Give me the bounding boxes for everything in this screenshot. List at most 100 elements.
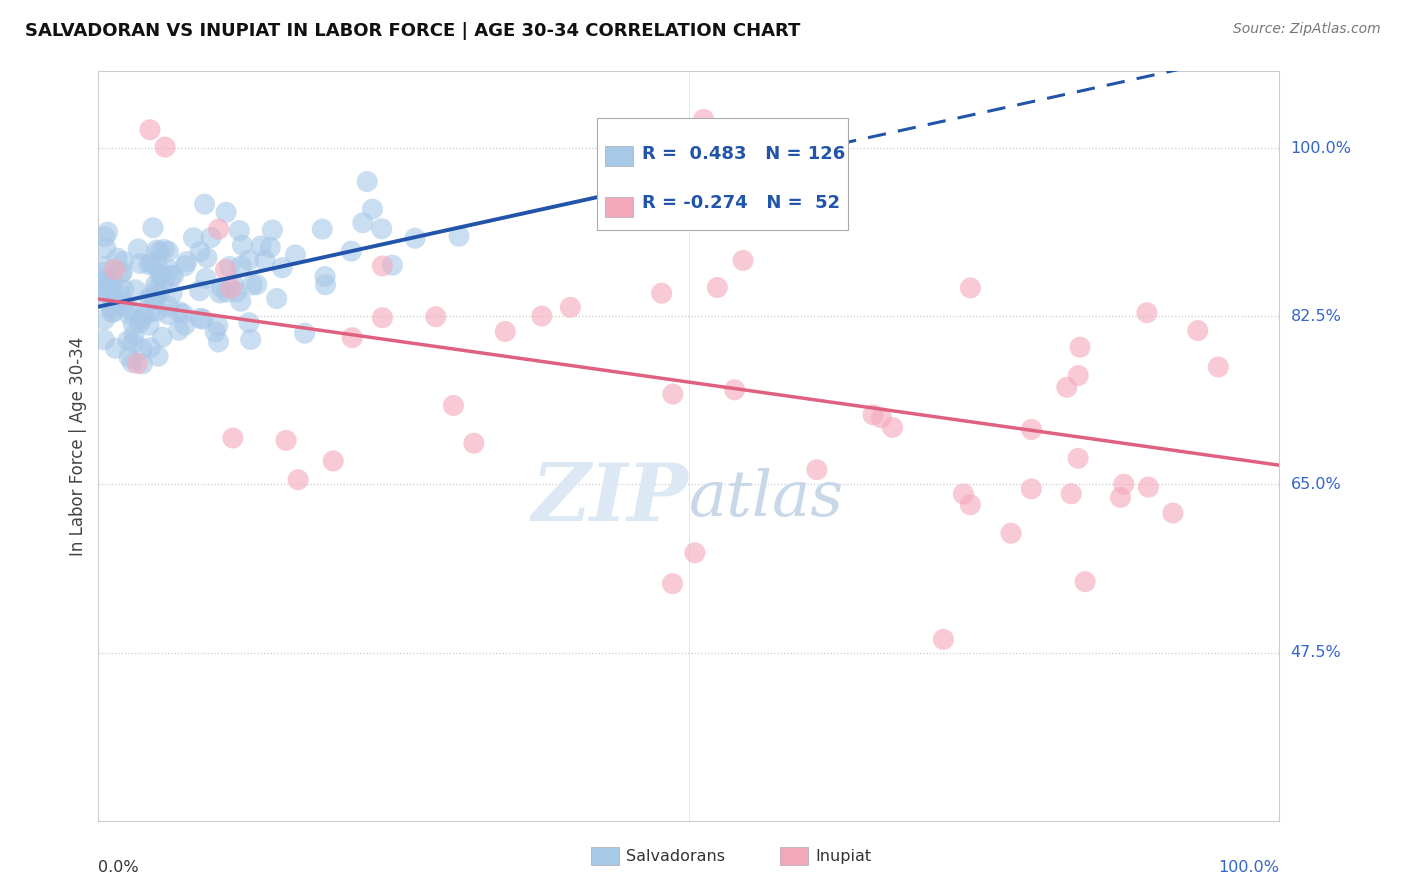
Point (1021, 482, 1043, 496)
Text: Source: ZipAtlas.com: Source: ZipAtlas.com (1233, 22, 1381, 37)
Point (129, 256, 152, 270)
Point (122, 317, 145, 331)
Point (723, 383, 745, 397)
Point (112, 298, 135, 312)
Point (441, 399, 464, 413)
Point (131, 311, 153, 326)
Text: 65.0%: 65.0% (1291, 477, 1341, 491)
Point (108, 287, 131, 301)
Point (371, 259, 394, 273)
Point (1074, 574, 1097, 589)
Point (870, 410, 893, 425)
Point (157, 244, 180, 259)
Point (862, 408, 884, 422)
Point (138, 258, 160, 272)
Point (100, 271, 122, 285)
Point (1109, 491, 1132, 505)
Point (145, 282, 167, 296)
Point (425, 310, 447, 324)
Point (94, 229, 117, 244)
Point (194, 197, 217, 211)
Point (1137, 480, 1160, 494)
Point (149, 268, 172, 283)
Point (959, 281, 981, 295)
Point (932, 632, 955, 647)
Point (1067, 368, 1090, 383)
Point (240, 278, 263, 293)
Point (105, 251, 128, 265)
Point (94, 241, 117, 255)
Point (111, 265, 134, 279)
Point (101, 281, 124, 295)
Point (463, 436, 485, 450)
Text: 82.5%: 82.5% (1291, 309, 1341, 324)
Point (100, 300, 122, 314)
Point (314, 269, 336, 284)
Point (731, 253, 754, 268)
Point (218, 260, 240, 274)
Point (404, 231, 426, 245)
Point (160, 268, 183, 283)
Point (93, 333, 115, 347)
Point (101, 305, 124, 319)
Point (238, 253, 260, 268)
Point (112, 283, 135, 297)
Point (692, 112, 714, 127)
Text: 0.0%: 0.0% (98, 860, 139, 874)
Point (208, 222, 231, 236)
Point (661, 576, 683, 591)
Point (146, 304, 169, 318)
Point (1060, 487, 1083, 501)
Point (93, 277, 115, 291)
Point (1021, 423, 1043, 437)
Point (121, 355, 143, 369)
Text: ZIP: ZIP (531, 459, 689, 537)
Point (352, 216, 374, 230)
Point (188, 284, 211, 298)
Point (145, 243, 167, 257)
Point (259, 240, 281, 254)
Point (139, 122, 162, 136)
Point (139, 305, 162, 319)
Point (222, 277, 245, 292)
Point (1069, 340, 1091, 354)
Point (370, 221, 392, 235)
Point (1000, 526, 1022, 541)
Text: 100.0%: 100.0% (1219, 860, 1279, 874)
Point (157, 299, 180, 313)
Point (662, 387, 685, 401)
Point (127, 242, 149, 256)
Point (143, 293, 166, 307)
Point (231, 259, 253, 273)
Point (1056, 380, 1078, 394)
Y-axis label: In Labor Force | Age 30-34: In Labor Force | Age 30-34 (69, 336, 87, 556)
Point (262, 223, 284, 237)
Point (204, 325, 226, 339)
Point (361, 202, 384, 216)
Point (97, 225, 120, 239)
Point (93, 265, 115, 279)
Point (959, 498, 981, 512)
Point (222, 431, 245, 445)
Point (93, 278, 115, 293)
Point (253, 253, 276, 268)
Point (139, 256, 162, 270)
Point (225, 285, 247, 299)
Point (118, 307, 141, 321)
Point (1208, 359, 1230, 374)
Point (128, 316, 150, 330)
Point (1136, 306, 1159, 320)
Point (104, 262, 127, 277)
Point (200, 230, 222, 244)
Point (93, 312, 115, 326)
Point (167, 323, 190, 337)
Point (1161, 506, 1184, 520)
Point (150, 268, 173, 282)
Point (207, 334, 229, 349)
Point (139, 341, 162, 355)
Text: 47.5%: 47.5% (1291, 645, 1341, 660)
Point (228, 223, 250, 237)
Point (882, 420, 904, 434)
Text: Salvadorans: Salvadorans (626, 849, 724, 863)
Point (239, 333, 262, 347)
